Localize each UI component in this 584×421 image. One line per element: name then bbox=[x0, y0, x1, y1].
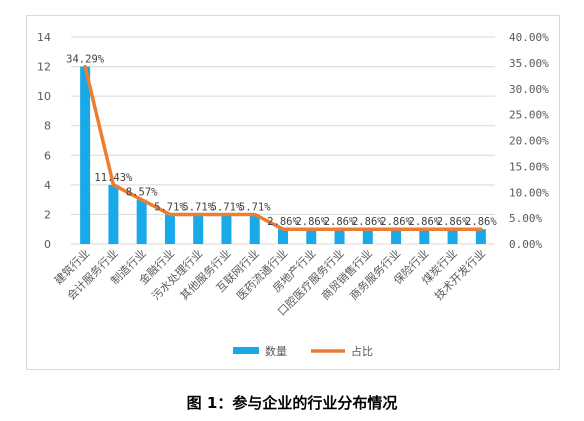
bar bbox=[475, 229, 486, 244]
y-left-tick-label: 8 bbox=[44, 120, 51, 133]
data-label: 5.71% bbox=[211, 201, 243, 213]
y-left-tick-label: 10 bbox=[37, 90, 51, 103]
data-label: 2.86% bbox=[409, 216, 441, 228]
bar bbox=[164, 214, 175, 244]
data-label: 5.71% bbox=[239, 201, 271, 213]
y-right-tick-label: 25.00% bbox=[509, 109, 549, 122]
bar bbox=[391, 229, 402, 244]
chart-frame: 0 2 4 6 8 10 12 14 0.00% 5.00% 10.00% 15.00% 20.00% 2… bbox=[26, 15, 560, 370]
legend-label-bar: 数量 bbox=[265, 345, 287, 358]
legend-swatch-bar bbox=[233, 347, 259, 354]
y-right-tick-label: 15.00% bbox=[509, 160, 549, 173]
y-right-tick-label: 30.00% bbox=[509, 83, 549, 96]
data-label: 2.86% bbox=[465, 216, 497, 228]
y-right-tick-label: 40.00% bbox=[509, 31, 549, 44]
y-left-tick-label: 6 bbox=[44, 149, 51, 162]
data-label: 2.86% bbox=[295, 216, 327, 228]
bar bbox=[447, 229, 458, 244]
bar bbox=[419, 229, 430, 244]
bar bbox=[306, 229, 317, 244]
bar bbox=[108, 184, 119, 244]
data-label: 11.43% bbox=[94, 172, 133, 184]
data-label: 5.71% bbox=[182, 201, 214, 213]
data-label: 2.86% bbox=[352, 216, 384, 228]
bar bbox=[249, 214, 260, 244]
combo-chart: 0 2 4 6 8 10 12 14 0.00% 5.00% 10.00% 15.00% 20.00% 2… bbox=[37, 31, 549, 358]
y-right-tick-label: 20.00% bbox=[509, 135, 549, 148]
y-left-tick-label: 12 bbox=[37, 61, 51, 74]
bar bbox=[193, 214, 204, 244]
data-label: 2.86% bbox=[324, 216, 356, 228]
series-line-share bbox=[83, 64, 483, 231]
y-right-tick-label: 10.00% bbox=[509, 186, 549, 199]
bar bbox=[334, 229, 345, 244]
data-label: 2.86% bbox=[380, 216, 412, 228]
figure-caption: 图 1：参与企业的行业分布情况 bbox=[186, 394, 398, 412]
y-right-tick-label: 0.00% bbox=[509, 238, 542, 251]
y-right-tick-label: 35.00% bbox=[509, 57, 549, 70]
bar bbox=[278, 229, 288, 244]
y-left-tick-label: 4 bbox=[44, 179, 51, 192]
bar bbox=[80, 66, 91, 244]
bar bbox=[136, 199, 147, 244]
data-label: 2.86% bbox=[267, 216, 299, 228]
y-right-tick-label: 5.00% bbox=[509, 212, 542, 225]
data-label: 34.29% bbox=[66, 54, 105, 66]
y-left-tick-label: 2 bbox=[44, 208, 51, 221]
legend-label-line: 占比 bbox=[351, 344, 373, 358]
data-label: 2.86% bbox=[437, 216, 469, 228]
data-label: 8.57% bbox=[126, 187, 158, 199]
bar bbox=[221, 214, 232, 244]
y-left-tick-label: 14 bbox=[37, 31, 51, 44]
y-left-tick-label: 0 bbox=[44, 238, 51, 251]
data-label: 5.71% bbox=[154, 201, 186, 213]
bar bbox=[362, 229, 373, 244]
